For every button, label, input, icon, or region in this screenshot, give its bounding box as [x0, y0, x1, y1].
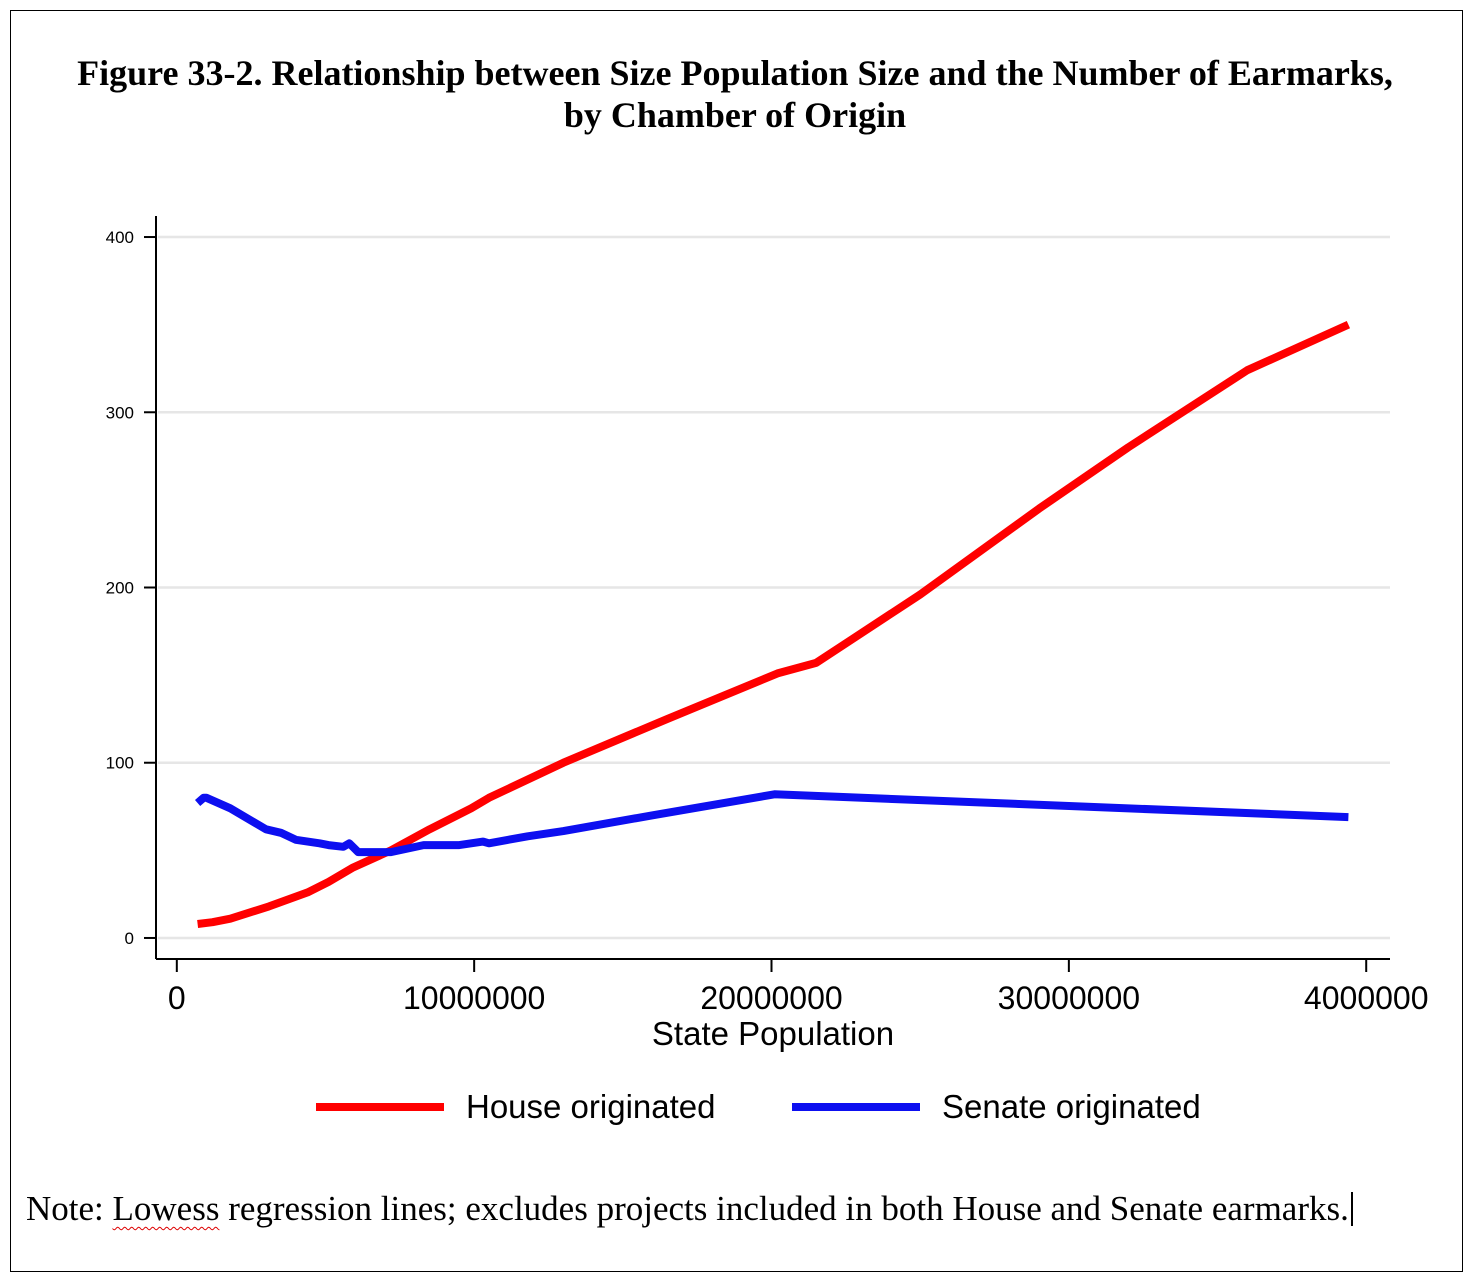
- gridlines: [158, 235, 1390, 940]
- legend-item-house: House originated: [316, 1082, 716, 1132]
- x-axis-label: State Population: [652, 1015, 894, 1052]
- note-text: regression lines; excludes projects incl…: [219, 1189, 1349, 1228]
- y-tick-label: 0: [125, 929, 134, 948]
- chart-title: Figure 33-2. Relationship between Size P…: [0, 52, 1470, 136]
- line-chart: 0 100 200 300 400 0 10000000 20000000 30000000 40…: [106, 216, 1429, 1052]
- spellcheck-flagged-word[interactable]: Lowess: [112, 1189, 220, 1228]
- series-line-house: [197, 320, 1351, 928]
- x-tick-label: 20000000: [700, 980, 842, 1016]
- chart-title-line-2: by Chamber of Origin: [563, 95, 907, 135]
- legend-label-senate: Senate originated: [942, 1088, 1201, 1125]
- y-tick-label: 300: [106, 403, 134, 422]
- text-cursor: [1350, 1192, 1353, 1226]
- legend-swatch-senate: [792, 1103, 920, 1111]
- x-tick-label: 10000000: [403, 980, 545, 1016]
- chart-title-line-1: Figure 33-2. Relationship between Size P…: [77, 53, 1393, 93]
- y-tick-label: 100: [106, 754, 134, 773]
- note-prefix: Note:: [26, 1189, 113, 1228]
- series: [194, 320, 1351, 928]
- x-tick-label: 4000000: [1304, 980, 1429, 1016]
- legend-label-house: House originated: [466, 1088, 716, 1125]
- ticks: 0 100 200 300 400 0 10000000 20000000 30000000 40…: [106, 228, 1429, 1016]
- legend: House originated Senate originated: [0, 1082, 1470, 1132]
- legend-swatch-house: [316, 1103, 444, 1111]
- x-tick-label: 30000000: [998, 980, 1140, 1016]
- figure-frame: [10, 10, 1463, 1272]
- series-line-senate: [194, 790, 1349, 857]
- figure-note[interactable]: Note: Lowess regression lines; excludes …: [26, 1188, 1436, 1230]
- y-tick-label: 400: [106, 228, 134, 247]
- x-tick-label: 0: [168, 980, 186, 1016]
- y-tick-label: 200: [106, 579, 134, 598]
- legend-item-senate: Senate originated: [792, 1082, 1201, 1132]
